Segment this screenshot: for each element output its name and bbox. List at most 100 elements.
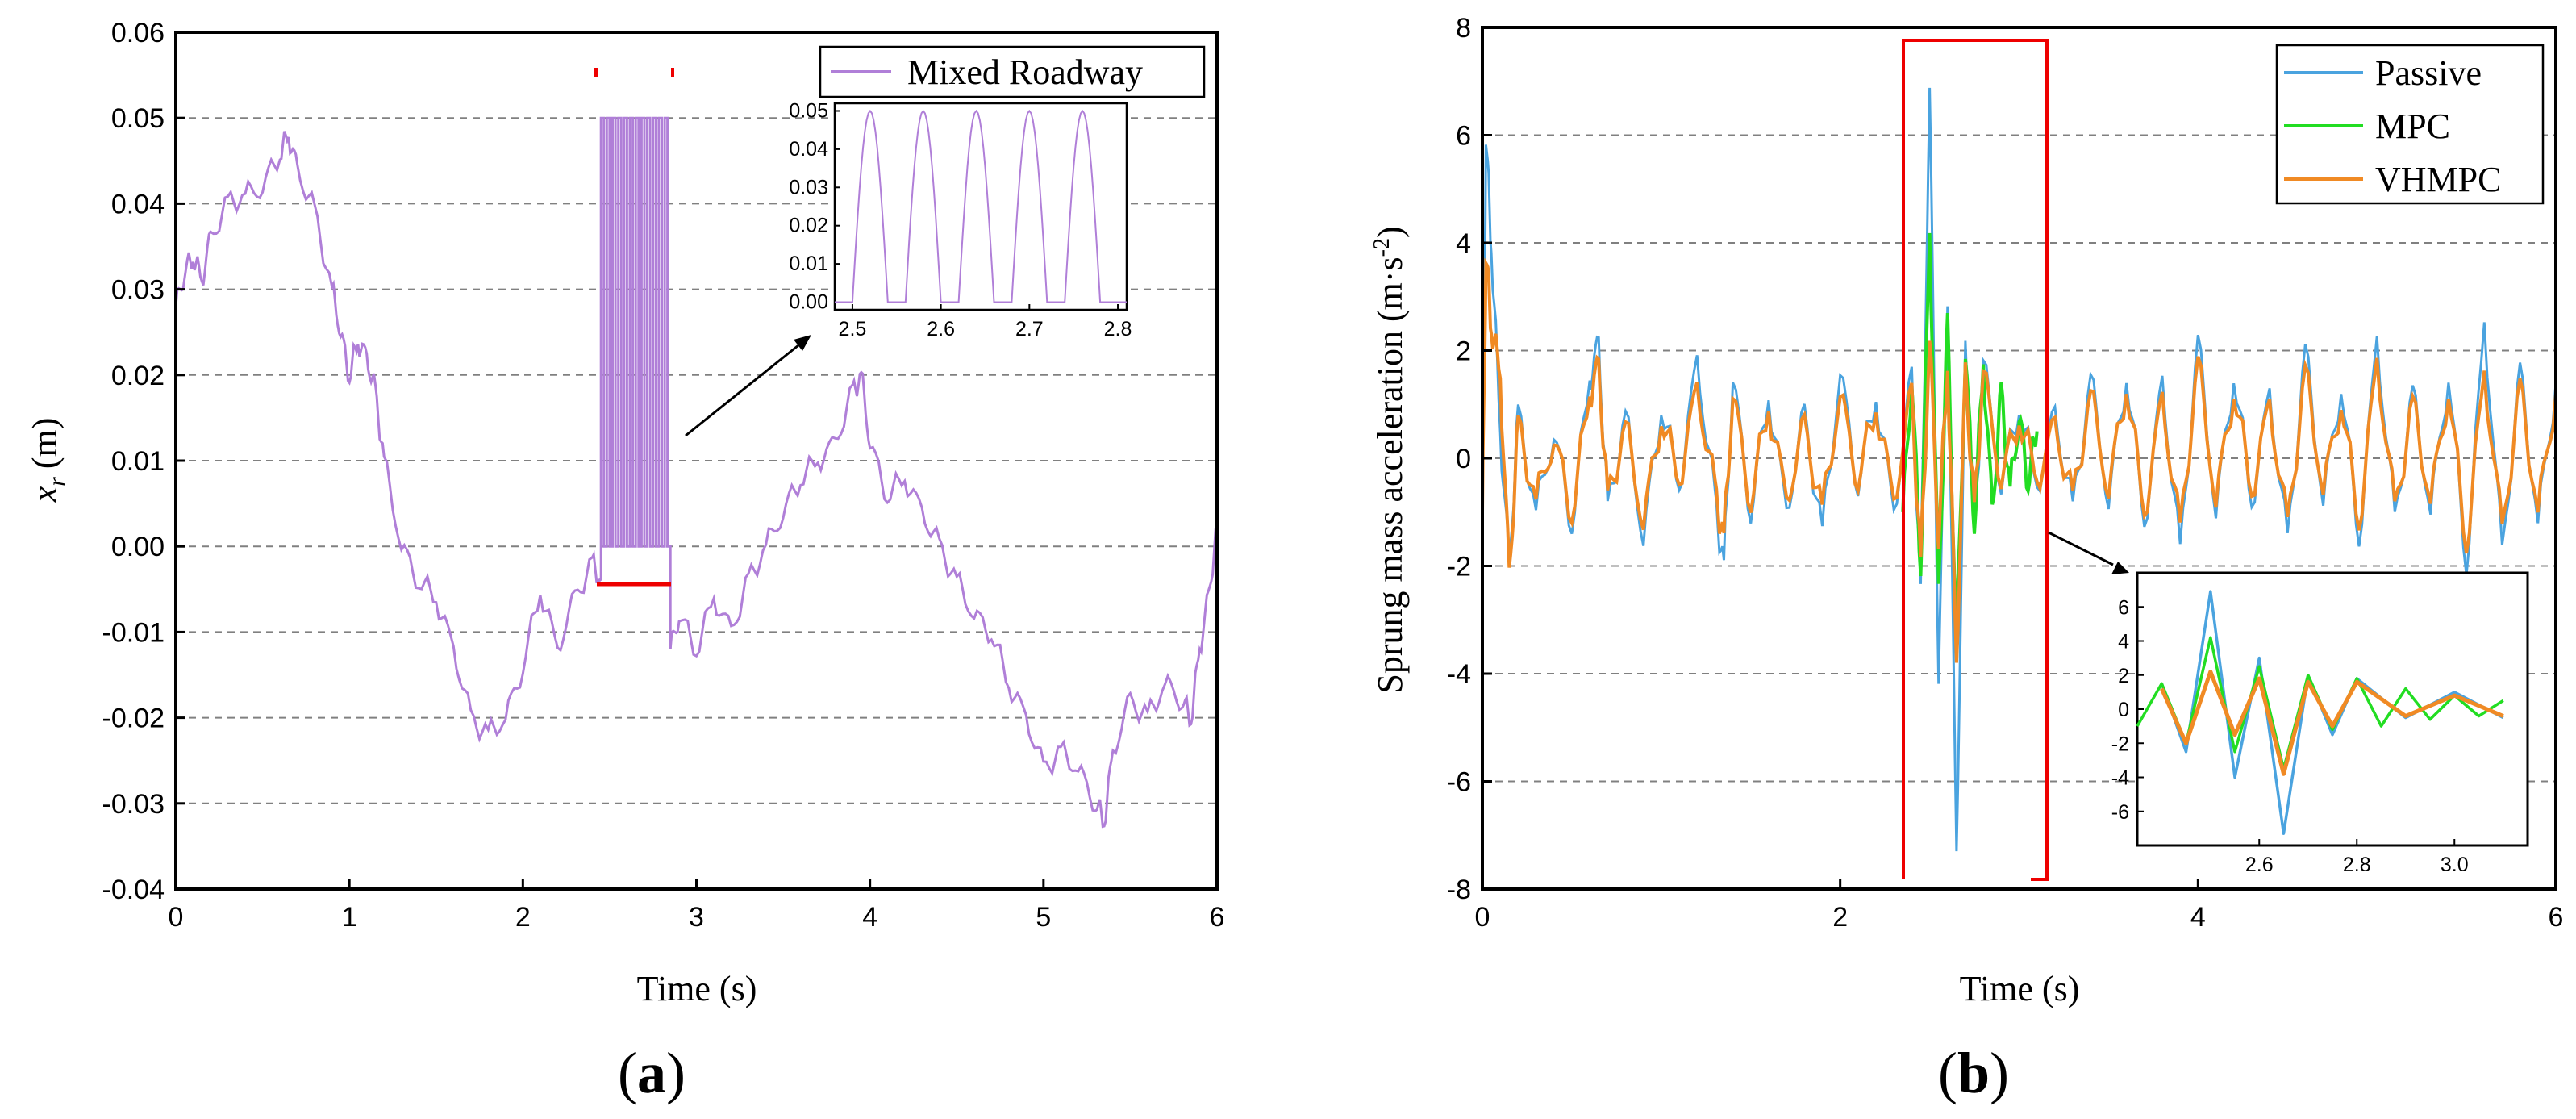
panel-a-ytick-label: -0.01	[102, 617, 165, 648]
panel-a-ytick-label: 0.06	[111, 18, 165, 48]
inset-vhmpc-line	[2160, 670, 2504, 776]
panel-b-inset-ytick-label: 2	[2118, 665, 2129, 687]
panel-a-grid	[176, 117, 1217, 804]
panel-a-xtick-label: 1	[342, 902, 357, 933]
panel-b-inset-xtick-label: 2.8	[2343, 854, 2371, 876]
panel-a-zoom-arrow	[685, 337, 807, 437]
panel-a-ylabel: xr (m)	[25, 418, 70, 503]
legend-label-vhmpc: VHMPC	[2375, 160, 2502, 199]
panel-a-inset-xtick-label: 2.7	[1015, 318, 1044, 340]
panel-a-inset-ticks: 0.00 0.01 0.02 0.03 0.04 0.05 2.5 2.6 2.7 2.8	[789, 99, 1132, 340]
series-mixed-roadway-line	[174, 131, 602, 743]
series-mpc-line	[1901, 232, 2039, 645]
legend-label-mixed-roadway: Mixed Roadway	[907, 52, 1143, 92]
panel-b-zoom-arrow-head	[2111, 562, 2129, 574]
panel-a-inset: 0.00 0.01 0.02 0.03 0.04 0.05 2.5 2.6 2.7 2.8	[789, 99, 1132, 340]
panel-b-ylabel: Sprung mass acceleration (m·s-2)	[1369, 226, 1410, 693]
panel-a-xtick-label: 2	[515, 902, 531, 933]
panel-a-tag-letter: a	[637, 1041, 666, 1105]
panel-a-inset-xtick-label: 2.5	[839, 318, 867, 340]
panel-b-tag: (b)	[1938, 1041, 2009, 1105]
panel-a-inset-xtick-label: 2.6	[927, 318, 955, 340]
panel-a-zoom-arrow-head	[794, 335, 811, 351]
panel-a-ytick-label: 0.01	[111, 446, 165, 477]
panel-a-ylabel-unit: (m)	[25, 418, 65, 470]
panel-b-inset-ytick-label: 6	[2118, 596, 2129, 619]
panel-a-xlabel: Time (s)	[637, 969, 757, 1008]
panel-b-inset: -6 -4 -2 0 2 4 6 2.6 2.8 3.0	[2111, 571, 2529, 876]
panel-a-inset-ytick-label: 0.01	[789, 253, 828, 275]
panel-b-ticks: -8 -6 -4 -2 0 2 4 6 8 0 2 4 6	[1447, 13, 2564, 933]
panel-b-inset-ytick-label: -4	[2111, 767, 2129, 790]
panel-a-xtick-label: 5	[1036, 902, 1051, 933]
panel-b-ytick-label: 0	[1456, 444, 1471, 474]
panel-b-inset-ytick-label: -2	[2111, 733, 2129, 755]
legend-label-passive: Passive	[2375, 53, 2482, 93]
panel-b-xtick-label: 0	[1475, 902, 1490, 933]
panel-a-xtick-label: 0	[169, 902, 184, 933]
panel-b-inset-xtick-label: 2.6	[2245, 854, 2274, 876]
panel-b-xlabel: Time (s)	[1960, 969, 2080, 1008]
panel-b-ytick-label: -2	[1447, 552, 1471, 582]
panel-a-ytick-label: 0.00	[111, 532, 165, 562]
inset-mixed-roadway-line	[835, 109, 1127, 303]
panel-a-legend: Mixed Roadway	[819, 45, 1206, 98]
panel-b-inset-ytick-label: -6	[2111, 801, 2129, 824]
panel-a-inset-frame	[833, 102, 1128, 311]
panel-b-inset-xtick-label: 3.0	[2441, 854, 2469, 876]
panel-b-ytick-label: 4	[1456, 228, 1471, 259]
panel-a-ytick-label: -0.04	[102, 875, 165, 905]
panel-a-ylabel-subscript: r	[44, 477, 70, 486]
panel-a-inset-series	[835, 109, 1127, 303]
panel-b-inset-ytick-label: 0	[2118, 699, 2129, 721]
series-vhmpc-line	[1481, 257, 2557, 663]
panel-b-inset-frame	[2136, 571, 2529, 847]
panel-b-inset-ticks: -6 -4 -2 0 2 4 6 2.6 2.8 3.0	[2111, 596, 2469, 876]
panel-a-ylabel-symbol: x	[25, 486, 65, 503]
panel-a-ytick-label: -0.02	[102, 704, 165, 734]
panel-a-ytick-label: 0.02	[111, 361, 165, 391]
panel-b-inset-series	[2136, 590, 2504, 835]
panel-b-xtick-label: 6	[2549, 902, 2564, 933]
panel-a-inset-ytick-label: 0.05	[789, 99, 828, 122]
panel-a-inset-xtick-label: 2.8	[1104, 318, 1132, 340]
panel-a-series	[174, 116, 1218, 829]
panel-a-ytick-label: -0.03	[102, 789, 165, 820]
panel-b-ytick-label: -4	[1447, 659, 1471, 690]
panel-a-xtick-label: 6	[1210, 902, 1225, 933]
panel-a-tag: (a)	[618, 1041, 686, 1105]
panel-b-ylabel-text: Sprung mass acceleration (m·s	[1370, 257, 1410, 693]
panel-b-xtick-label: 4	[2190, 902, 2206, 933]
panel-b-ytick-label: 6	[1456, 121, 1471, 152]
panel-b-tag-letter: b	[1957, 1041, 1990, 1105]
panel-b-zoom-arrow	[2048, 531, 2114, 566]
series-mixed-roadway-bumps	[599, 116, 672, 649]
panel-a-inset-ytick-label: 0.00	[789, 291, 828, 314]
panel-b-highlight-window	[1902, 39, 2049, 881]
panel-a-inset-ytick-label: 0.04	[789, 138, 828, 161]
panel-b-tag-open: (	[1938, 1041, 1957, 1105]
panel-a-ytick-label: 0.05	[111, 103, 165, 134]
panel-b-ytick-label: -8	[1447, 875, 1471, 905]
panel-a-tag-open: (	[618, 1041, 637, 1105]
panel-a-inset-ytick-label: 0.03	[789, 176, 828, 198]
panel-b: -8 -6 -4 -2 0 2 4 6 8 0 2 4 6 -6 -4 -2 0 2 4 6 2.6 2.8 3.0 Pa…	[1369, 13, 2563, 1105]
panel-b-ylabel-close: )	[1370, 226, 1410, 238]
panel-b-series	[1481, 87, 2557, 852]
panel-a-xtick-label: 3	[689, 902, 704, 933]
panel-a-inset-ytick-label: 0.02	[789, 215, 828, 237]
panel-a: -0.04 -0.03 -0.02 -0.01 0.00 0.01 0.02 0.03 0.04…	[25, 18, 1224, 1105]
panel-b-ytick-label: 8	[1456, 13, 1471, 44]
panel-a-tag-close: )	[666, 1041, 686, 1105]
panel-b-ytick-label: -6	[1447, 767, 1471, 798]
panel-a-xtick-label: 4	[862, 902, 877, 933]
panel-b-tag-close: )	[1990, 1041, 2009, 1105]
panel-a-ticks: -0.04 -0.03 -0.02 -0.01 0.00 0.01 0.02 0.03 0.04…	[102, 18, 1225, 933]
legend-label-mpc: MPC	[2375, 106, 2450, 146]
panel-b-legend: Passive MPC VHMPC	[2275, 44, 2545, 205]
panel-b-ytick-label: 2	[1456, 336, 1471, 367]
panel-b-xtick-label: 2	[1832, 902, 1848, 933]
panel-a-ytick-label: 0.04	[111, 189, 165, 219]
panel-b-ylabel-exponent: -2	[1369, 238, 1394, 257]
